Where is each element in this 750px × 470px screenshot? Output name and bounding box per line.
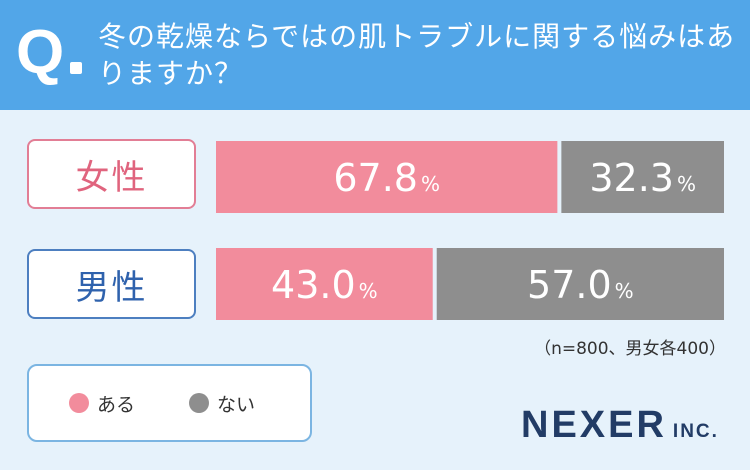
question-header: Q 冬の乾燥ならではの肌トラブルに関する悩みはありますか？ xyxy=(0,0,750,110)
category-label-female: 女性 xyxy=(27,139,196,209)
bar-no-male xyxy=(436,248,724,320)
bar-yes-female xyxy=(216,141,558,213)
legend-label-yes: ある xyxy=(97,393,136,416)
data-label-no-male: 57.0% xyxy=(527,263,634,307)
legend-swatch-yes xyxy=(69,393,89,413)
legend-swatch-no xyxy=(189,393,209,413)
legend-label-no: ない xyxy=(217,393,256,416)
q-dot-shape xyxy=(70,62,82,74)
question-text: 冬の乾燥ならではの肌トラブルに関する悩みはありますか？ xyxy=(98,20,736,90)
data-label-no-female: 32.3% xyxy=(589,156,696,200)
bar-no-female xyxy=(561,141,724,213)
logo-sub-text: INC. xyxy=(672,421,719,442)
data-label-yes-female: 67.8% xyxy=(333,156,440,200)
legend-item-yes: ある xyxy=(69,366,135,440)
legend-item-no: ない xyxy=(189,366,255,440)
logo-main-text: NEXER xyxy=(521,404,667,446)
sample-size-note: （n=800、男女各400） xyxy=(534,339,726,359)
legend-box: ある ない xyxy=(27,364,312,442)
q-mark: Q xyxy=(16,18,65,87)
company-logo: NEXER INC. xyxy=(521,405,719,453)
bar-yes-male xyxy=(216,248,433,320)
data-label-yes-male: 43.0% xyxy=(271,263,378,307)
category-label-male: 男性 xyxy=(27,249,196,319)
